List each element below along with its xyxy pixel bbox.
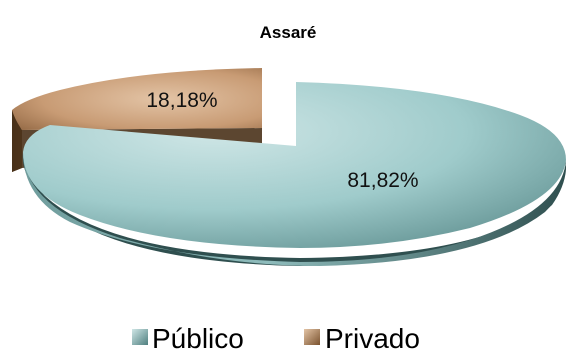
legend-label-publico: Público — [152, 323, 244, 354]
legend: Público Privado — [132, 323, 420, 354]
legend-label-privado: Privado — [325, 323, 420, 354]
pie-slice-label-publico: 81,82% — [347, 169, 418, 192]
pie-slice-label-privado: 18,18% — [146, 89, 217, 112]
pie-slice-privado-top — [12, 68, 262, 130]
chart-title: Assaré — [260, 23, 317, 42]
legend-item-publico: Público — [132, 323, 244, 354]
legend-swatch-privado — [304, 329, 320, 345]
legend-item-privado: Privado — [304, 323, 420, 354]
pie-slice-publico-top — [23, 82, 566, 248]
pie-slice-publico — [22, 82, 566, 266]
legend-swatch-publico — [132, 329, 148, 345]
